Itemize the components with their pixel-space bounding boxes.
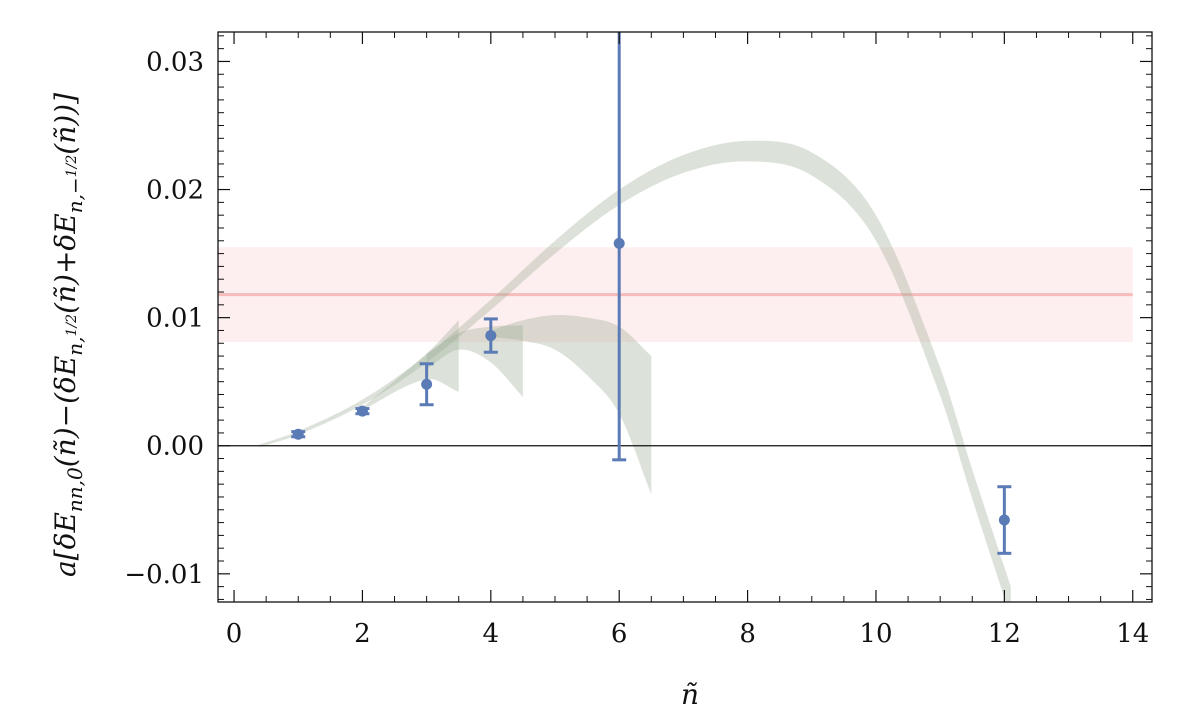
y-tick-label: 0.02 — [146, 176, 204, 206]
x-tick-label: 12 — [988, 619, 1021, 649]
y-tick-label: 0.01 — [146, 304, 204, 334]
data-point-2 — [419, 362, 434, 407]
x-axis-label: ñ — [681, 678, 699, 711]
data-point-1 — [355, 405, 370, 417]
marker — [613, 237, 625, 249]
bands-layer — [218, 140, 1133, 602]
y-axis-label: a[δEnn,0(ñ)−(δEn,1/2(ñ)+δEn,−1/2(ñ))] — [49, 93, 87, 577]
marker — [421, 378, 433, 390]
ticks-layer: 0 2 4 6 8 10 12 14 −0.01 0.00 0.01 0.02 0.03 — [124, 32, 1152, 649]
data-point-4 — [612, 32, 627, 462]
y-label-frac-2-num: 1 — [64, 328, 80, 337]
y-label-sub-1: nn,0 — [63, 467, 87, 512]
y-label-sub-2: n, — [63, 336, 87, 355]
x-tick-label: 0 — [226, 619, 243, 649]
data-point-5 — [997, 485, 1012, 555]
svg-text:a[δEnn,0(ñ)−(δEn,1/2(ñ)+δEn,−1: a[δEnn,0(ñ)−(δEn,1/2(ñ)+δEn,−1/2(ñ))] — [49, 93, 87, 577]
x-tick-label: 8 — [739, 619, 756, 649]
data-point-0 — [291, 428, 306, 440]
x-tick-label: 2 — [354, 619, 371, 649]
marker — [356, 405, 368, 417]
points-layer — [291, 32, 1012, 555]
y-label-part-4: (ñ))] — [49, 93, 82, 155]
fit-band-2 — [426, 325, 523, 398]
x-tick-label: 6 — [611, 619, 628, 649]
y-label-part-3: (ñ)+δE — [49, 213, 82, 314]
fit-band-0 — [259, 140, 1011, 602]
marker — [292, 428, 304, 440]
y-label-sub-3: n,− — [63, 177, 87, 213]
y-tick-label: −0.01 — [124, 560, 204, 590]
y-label-part-1: a[δE — [49, 512, 82, 577]
y-label-frac-3-num: 1 — [64, 168, 80, 177]
plot-frame — [217, 31, 1153, 603]
frame-layer — [217, 31, 1153, 603]
fit-band-1 — [362, 320, 459, 410]
data-point-3 — [483, 317, 498, 354]
x-tick-label: 14 — [1116, 619, 1149, 649]
x-tick-label: 4 — [483, 619, 500, 649]
y-label-part-2: (ñ)−(δE — [49, 356, 82, 468]
x-tick-label: 10 — [859, 619, 892, 649]
y-label-frac-2-den: 2 — [64, 314, 80, 324]
y-label-frac-3-den: 2 — [64, 155, 80, 165]
marker — [485, 330, 497, 342]
y-tick-label: 0.00 — [146, 432, 204, 462]
marker — [998, 514, 1010, 526]
y-tick-label: 0.03 — [146, 47, 204, 77]
fit-band-3 — [490, 315, 652, 495]
